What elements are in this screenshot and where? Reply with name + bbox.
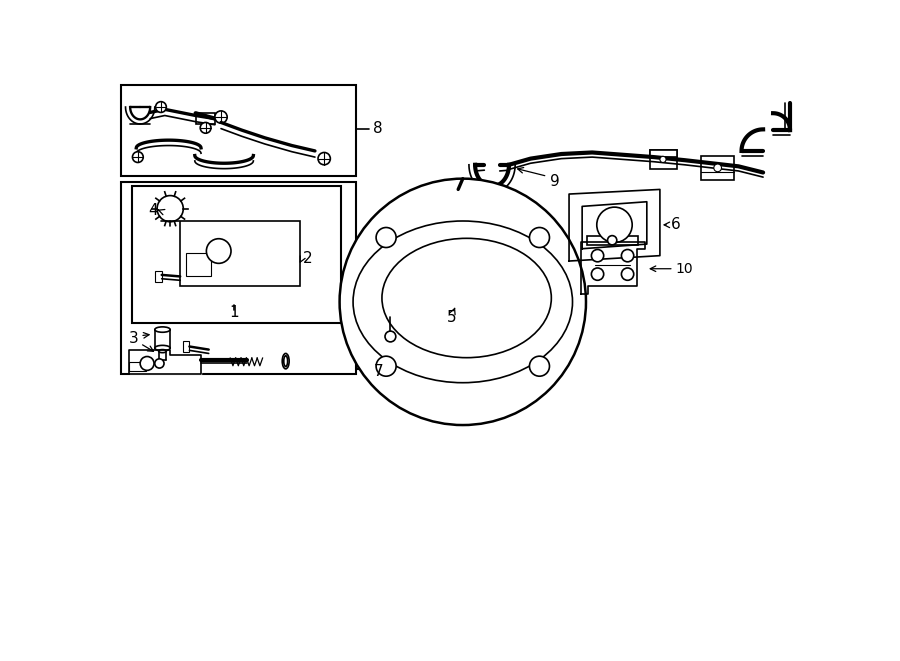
Text: 4: 4 [148,204,158,219]
Circle shape [318,153,330,165]
Ellipse shape [155,345,170,351]
Circle shape [385,331,396,342]
Polygon shape [569,190,660,261]
Text: 10: 10 [675,262,693,276]
Circle shape [591,249,604,262]
Circle shape [376,356,396,376]
Circle shape [660,156,666,163]
Text: 9: 9 [550,175,560,189]
Circle shape [155,359,164,368]
Circle shape [597,207,632,243]
Bar [186,253,211,276]
Circle shape [158,196,184,222]
Circle shape [215,111,227,123]
Bar [121,85,356,176]
Circle shape [346,332,358,344]
Circle shape [339,178,586,425]
Circle shape [591,268,604,280]
Circle shape [200,122,211,134]
Bar [587,235,638,245]
Ellipse shape [158,350,166,353]
Bar [155,271,162,282]
Ellipse shape [155,327,170,332]
Text: 5: 5 [447,310,457,325]
Bar [650,150,677,157]
Text: 3: 3 [129,330,139,346]
Circle shape [140,356,154,370]
Polygon shape [129,350,201,374]
Circle shape [376,227,396,247]
Circle shape [714,164,722,172]
Circle shape [608,235,616,245]
Circle shape [156,102,166,112]
Circle shape [132,152,143,163]
Circle shape [621,268,634,280]
Bar [131,186,341,323]
Circle shape [206,239,231,263]
Bar [129,362,146,371]
Bar [121,182,356,374]
Circle shape [621,249,634,262]
Text: 1: 1 [230,305,238,320]
Bar [701,155,734,180]
Bar [180,221,300,286]
Polygon shape [580,242,644,294]
Bar [195,113,215,124]
Bar [339,319,415,369]
Bar [650,150,677,169]
Text: 2: 2 [302,251,312,266]
Circle shape [529,227,550,247]
Bar [183,341,189,352]
Text: 8: 8 [374,121,382,136]
Text: 6: 6 [670,217,680,233]
Circle shape [529,356,550,376]
Text: 7: 7 [374,364,382,379]
